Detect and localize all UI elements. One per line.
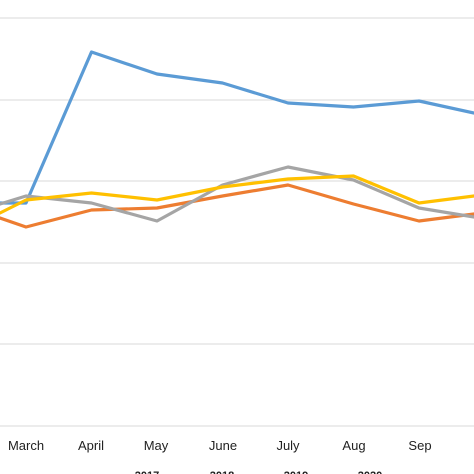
legend: 2017 2018 2019 2020 [135,470,382,474]
gridlines [0,17,474,427]
x-tick-label: April [78,438,104,453]
x-axis-tick-labels: March April May June July Aug Sep [8,438,432,453]
series-line [0,50,474,205]
x-tick-label: July [276,438,300,453]
series-lines [0,50,474,229]
series-line [0,174,474,215]
legend-entry-label: 2020 [358,470,382,474]
series-line [0,183,474,229]
x-tick-label: Aug [342,438,365,453]
legend-entry-label: 2018 [210,470,234,474]
x-tick-label: June [209,438,237,453]
legend-entry-label: 2017 [135,470,159,474]
legend-entry-label: 2019 [284,470,308,474]
x-tick-label: May [144,438,169,453]
x-tick-label: March [8,438,44,453]
x-tick-label: Sep [408,438,431,453]
